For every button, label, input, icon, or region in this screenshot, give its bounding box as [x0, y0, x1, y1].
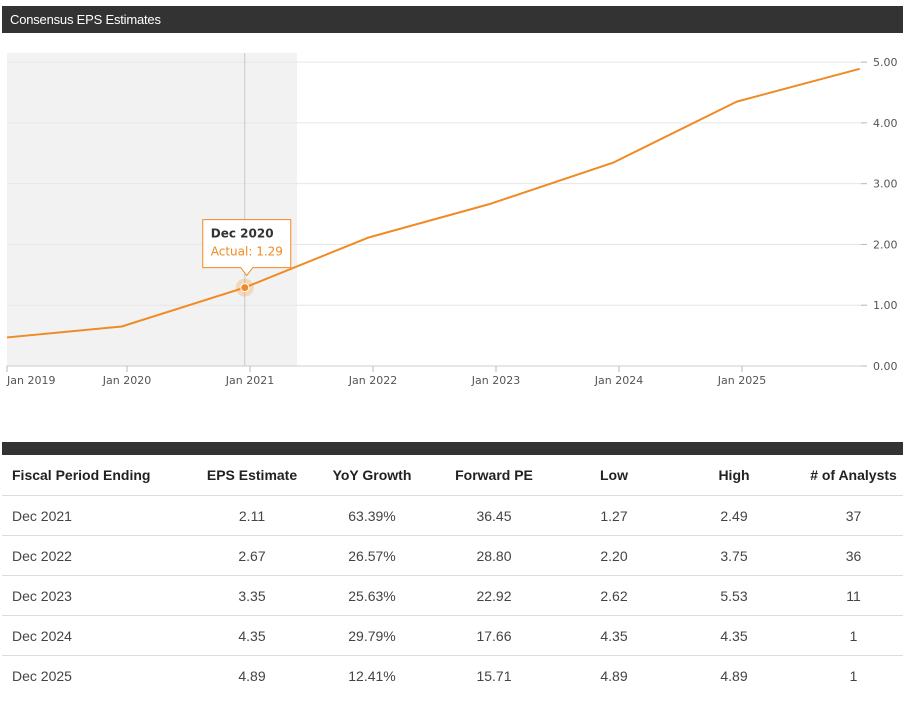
table-cell: 17.66: [424, 615, 564, 656]
table-cell: 28.80: [424, 535, 564, 576]
column-header: Forward PE: [424, 455, 564, 496]
y-tick-label: 1.00: [873, 299, 898, 312]
x-tick-label: Jan 2021: [225, 374, 274, 387]
table-cell: 1: [804, 615, 903, 656]
table-cell: 3.75: [664, 535, 804, 576]
table-cell: 4.35: [184, 615, 320, 656]
table-cell: 36.45: [424, 495, 564, 536]
table-cell: 4.89: [600, 667, 628, 684]
column-header: YoY Growth: [320, 455, 424, 496]
x-tick-label: Jan 2019: [6, 374, 55, 387]
table-cell: Dec 2024: [2, 615, 184, 656]
x-tick-label: Jan 2023: [471, 374, 520, 387]
table-header-row: Fiscal Period Ending EPS Estimate YoY Gr…: [2, 455, 903, 496]
table-cell: Dec 2025: [12, 667, 72, 684]
eps-estimates-table: Fiscal Period Ending EPS Estimate YoY Gr…: [2, 455, 903, 695]
table-cell: 29.79%: [320, 615, 424, 656]
table-cell: 22.92: [424, 575, 564, 616]
table-row: Dec 2025 4.89 12.41% 15.71 4.89 4.89 1: [2, 656, 903, 696]
table-cell: 2.62: [564, 575, 664, 616]
table-cell: 2.11: [184, 495, 320, 536]
table-cell: 36: [804, 535, 903, 576]
y-tick-label: 0.00: [873, 360, 898, 373]
table-cell: 5.53: [664, 575, 804, 616]
y-tick-label: 4.00: [873, 117, 898, 130]
table-cell: 37: [804, 495, 903, 536]
table-cell: 63.39%: [320, 495, 424, 536]
tooltip-value: Actual: 1.29: [211, 245, 283, 259]
table-cell: 4.89: [238, 667, 266, 684]
tooltip-box: [202, 219, 292, 277]
table-row: Dec 2024 4.35 29.79% 17.66 4.35 4.35 1: [2, 615, 903, 656]
column-header: Fiscal Period Ending: [2, 455, 184, 496]
table-cell: 2.49: [664, 495, 804, 536]
table-cell: 2.67: [184, 535, 320, 576]
actual-period-shade: [7, 53, 297, 366]
tooltip-title: Dec 2020: [211, 227, 274, 241]
table-cell: 3.35: [184, 575, 320, 616]
table-cell: 2.20: [564, 535, 664, 576]
x-tick-label: Jan 2024: [594, 374, 643, 387]
table-row: Dec 2023 3.35 25.63% 22.92 2.62 5.53 11: [2, 575, 903, 616]
table-cell: 26.57%: [320, 535, 424, 576]
table-cell: Dec 2023: [2, 575, 184, 616]
chart-header: Consensus EPS Estimates: [2, 6, 903, 33]
eps-line-chart: 0.00 1.00 2.00 3.00 4.00 5.00 Jan 2019 Jan 2020…: [6, 53, 898, 387]
table-cell: Dec 2022: [2, 535, 184, 576]
y-tick-label: 5.00: [873, 56, 898, 69]
x-tick-label: Jan 2020: [102, 374, 151, 387]
column-header: High: [664, 455, 804, 496]
column-header: Low: [564, 455, 664, 496]
x-tick-label: Jan 2025: [717, 374, 766, 387]
table-row: Dec 2022 2.67 26.57% 28.80 2.20 3.75 36: [2, 535, 903, 576]
table-cell: 1: [849, 667, 858, 684]
table-cell: 1.27: [564, 495, 664, 536]
table-cell: 4.35: [664, 615, 804, 656]
table-cell: 4.35: [564, 615, 664, 656]
eps-series-line: [6, 67, 861, 339]
table-cell: 12.41%: [348, 667, 396, 684]
table-row: Dec 2021 2.11 63.39% 36.45 1.27 2.49 37: [2, 495, 903, 536]
chart-title: Consensus EPS Estimates: [10, 12, 161, 27]
table-header-bar: [2, 442, 903, 455]
y-tick-label: 3.00: [873, 178, 898, 191]
table-cell: 11: [804, 575, 903, 616]
column-header: # of Analysts: [804, 455, 903, 496]
table-cell: 25.63%: [320, 575, 424, 616]
column-header: EPS Estimate: [184, 455, 320, 496]
table-cell: Dec 2021: [2, 495, 184, 536]
x-tick-label: Jan 2022: [348, 374, 397, 387]
y-tick-label: 2.00: [873, 238, 898, 251]
data-point-marker: [240, 283, 250, 293]
table-cell: 15.71: [476, 667, 512, 684]
table-cell: 4.89: [720, 667, 748, 684]
